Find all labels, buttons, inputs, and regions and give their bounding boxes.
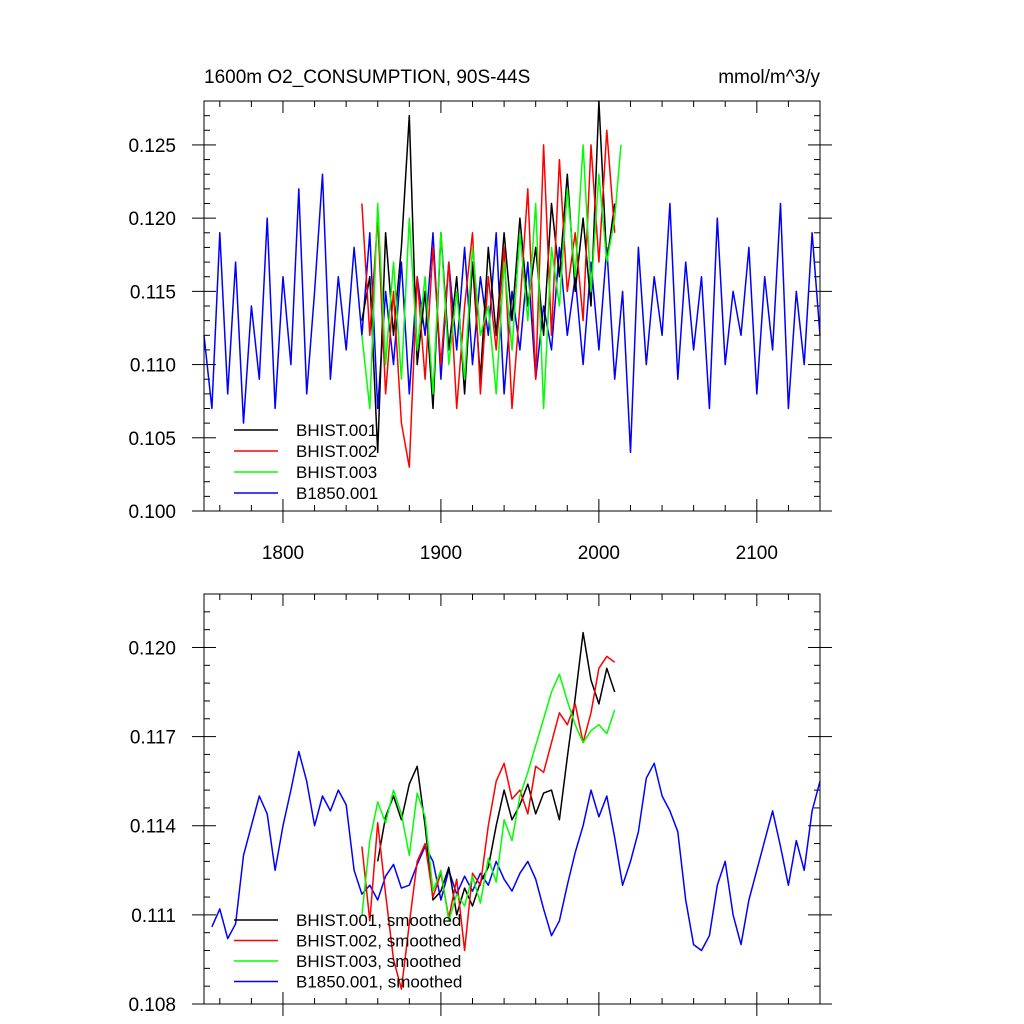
top-tick-labels: 0.100 0.105 0.110 0.115 0.120 0.125 1800 1900 20… <box>128 136 778 564</box>
top-legend: BHIST.001 BHIST.002 BHIST.003 B1850.001 <box>234 421 378 503</box>
bottom-plot-frame <box>203 593 821 1005</box>
y-tick-label: 0.111 <box>131 906 176 927</box>
bottom-legend: BHIST.001, smoothed BHIST.002, smoothedBH… <box>234 911 462 992</box>
x-tick-label: 2100 <box>736 543 778 564</box>
legend-label: BHIST.003 <box>296 463 377 482</box>
series-line-bhist-002-smoothed <box>361 655 616 990</box>
y-tick-label: 0.110 <box>130 356 176 377</box>
y-tick-label: 0.115 <box>130 282 176 303</box>
series-line-bhist-003 <box>361 144 622 410</box>
y-tick-label: 0.125 <box>128 136 176 157</box>
x-tick-label: 1900 <box>420 543 462 564</box>
x-tick-label: 1800 <box>262 543 304 564</box>
legend-label: BHIST.002, smoothed <box>296 932 461 951</box>
y-tick-label: 0.100 <box>128 502 176 523</box>
y-tick-label: 0.120 <box>128 209 176 230</box>
series-line-b1850-001 <box>203 173 821 454</box>
legend-label: BHIST.003, smoothed <box>296 952 461 971</box>
y-tick-label: 0.105 <box>128 429 176 450</box>
top-series <box>203 100 821 468</box>
top-ticks <box>192 100 832 523</box>
legend-label: BHIST.001 <box>296 421 377 440</box>
bottom-ticks <box>192 593 832 1016</box>
bottom-series <box>211 631 821 990</box>
bottom-panel: 0.108 0.111 0.114 0.117 0.120 BHIST.001, smo… <box>128 593 832 1016</box>
y-tick-label: 0.117 <box>130 728 176 749</box>
legend-label: B1850.001, smoothed <box>296 973 462 992</box>
legend-label: B1850.001 <box>296 484 378 503</box>
top-plot-frame <box>203 100 821 512</box>
series-line-bhist-001-smoothed <box>376 631 616 916</box>
bottom-tick-labels: 0.108 0.111 0.114 0.117 0.120 <box>128 638 176 1016</box>
legend-label: BHIST.002 <box>296 442 377 461</box>
y-tick-label: 0.114 <box>130 817 177 838</box>
legend-label: BHIST.001, smoothed <box>296 911 461 930</box>
series-line-bhist-003-smoothed <box>361 673 616 922</box>
chart-title: 1600m O2_CONSUMPTION, 90S-44S <box>204 67 530 88</box>
units-label: mmol/m^3/y <box>718 67 820 88</box>
x-tick-label: 2000 <box>578 543 620 564</box>
top-panel: 1600m O2_CONSUMPTION, 90S-44S mmol/m^3/y… <box>128 67 832 564</box>
series-line-b1850-001-smoothed <box>211 750 821 952</box>
y-tick-label: 0.108 <box>128 995 176 1016</box>
y-tick-label: 0.120 <box>128 638 176 659</box>
